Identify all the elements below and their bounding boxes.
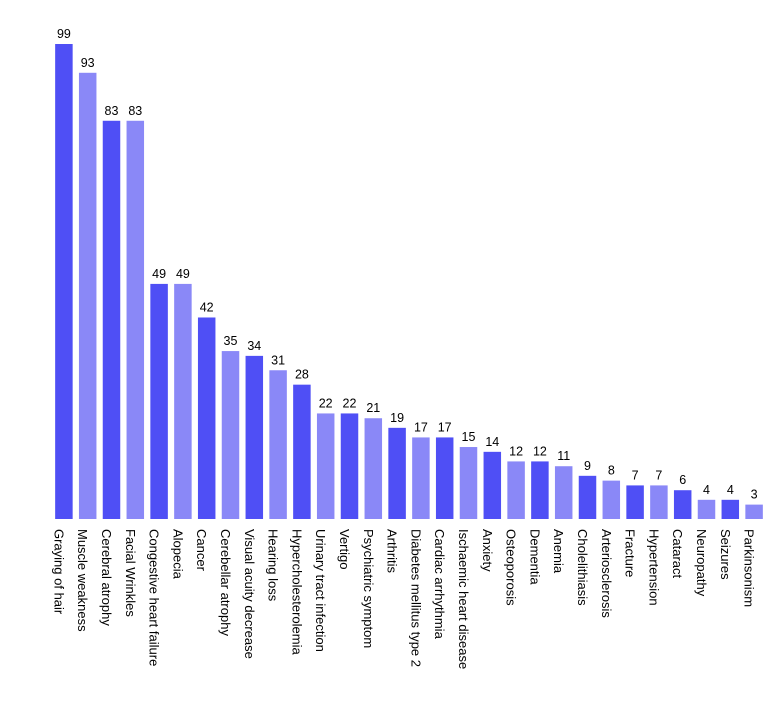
bar-17 [459,447,478,519]
value-label-10: 28 [295,368,309,382]
value-label-25: 7 [655,468,662,482]
value-label-3: 83 [128,104,142,118]
category-labels-group: Graying of hair Muscle weakness Cerebral a… [51,529,756,669]
category-label-4: Congestive heart failure [147,529,162,666]
bar-23 [602,480,621,519]
category-label-1: Muscle weakness [75,529,90,632]
value-label-5: 49 [176,267,190,281]
category-label-7: Cerebellar atrophy [218,529,233,636]
value-label-28: 4 [727,483,734,497]
bar-4 [150,283,168,519]
category-label-26: Cataract [670,529,685,579]
category-label-14: Arthritis [385,529,400,574]
value-label-21: 11 [557,449,570,463]
value-label-2: 83 [105,104,119,118]
category-label-3: Facial Wrinkles [123,529,138,617]
bar-1 [78,72,97,519]
category-label-28: Seizures [718,529,733,580]
bar-18 [483,451,502,519]
category-label-17: Ischaemic heart disease [456,529,471,669]
value-label-6: 42 [200,300,214,314]
bar-5 [174,283,192,519]
category-label-8: Visual acuity decrease [242,529,257,659]
category-label-9: Hearing loss [266,529,281,602]
bar-16 [435,437,454,519]
value-label-22: 9 [584,459,591,473]
category-label-0: Graying of hair [51,529,66,615]
category-label-24: Fracture [623,529,638,577]
category-label-6: Cancer [194,529,209,572]
bars-group [55,44,763,520]
value-label-8: 34 [247,339,261,353]
bar-9 [269,370,287,519]
value-label-4: 49 [152,267,166,281]
category-label-5: Alopecia [170,529,185,580]
category-label-27: Neuropathy [694,529,709,597]
bar-28 [721,499,740,519]
category-label-21: Anemia [551,529,566,574]
bar-6 [197,317,216,519]
value-label-9: 31 [271,353,285,367]
category-label-13: Psychiatric symptom [361,529,376,648]
category-label-16: Cardiac arrhythmia [432,529,447,640]
category-label-12: Vertigo [337,529,352,569]
category-label-15: Diabetes mellitus type 2 [408,529,423,667]
bar-29 [745,504,763,519]
category-label-11: Urinary tract infection [313,529,328,652]
bar-24 [626,485,644,519]
bar-20 [531,461,549,519]
category-label-2: Cerebral atrophy [99,529,114,626]
value-label-27: 4 [703,483,710,497]
value-label-16: 17 [438,420,452,434]
value-label-18: 14 [485,435,499,449]
value-label-14: 19 [390,411,404,425]
value-label-13: 21 [366,401,380,415]
bar-7 [221,351,240,519]
value-label-0: 99 [57,27,71,41]
value-label-19: 12 [509,444,523,458]
bar-0 [55,44,73,519]
value-label-24: 7 [632,468,639,482]
value-label-29: 3 [751,488,758,502]
value-label-11: 22 [319,396,333,410]
category-label-20: Dementia [527,529,542,585]
value-label-20: 12 [533,444,547,458]
value-label-26: 6 [679,473,686,487]
bar-25 [650,485,668,519]
bar-10 [293,384,311,519]
category-label-22: Cholelithiasis [575,529,590,606]
bar-22 [578,475,597,519]
bar-26 [673,490,692,519]
bar-11 [316,413,335,519]
value-label-23: 8 [608,464,615,478]
value-label-17: 15 [462,430,476,444]
bar-12 [340,413,359,519]
category-label-10: Hypercholesterolemia [289,529,304,655]
category-label-23: Arteriosclerosis [599,529,614,618]
value-label-1: 93 [81,56,95,70]
bar-8 [245,355,264,519]
value-label-7: 35 [224,334,238,348]
bar-2 [102,120,121,520]
bar-19 [507,461,525,519]
value-label-15: 17 [414,420,428,434]
bar-14 [388,427,406,519]
category-label-18: Anxiety [480,529,495,572]
value-label-12: 22 [343,396,357,410]
category-label-19: Osteoporosis [504,529,519,606]
bar-3 [126,120,145,520]
category-label-25: Hypertension [646,529,661,606]
category-label-29: Parkinsonism [742,529,757,607]
bar-21 [554,466,573,519]
bar-15 [412,437,430,519]
bar-13 [364,418,383,519]
bar-27 [697,499,716,519]
